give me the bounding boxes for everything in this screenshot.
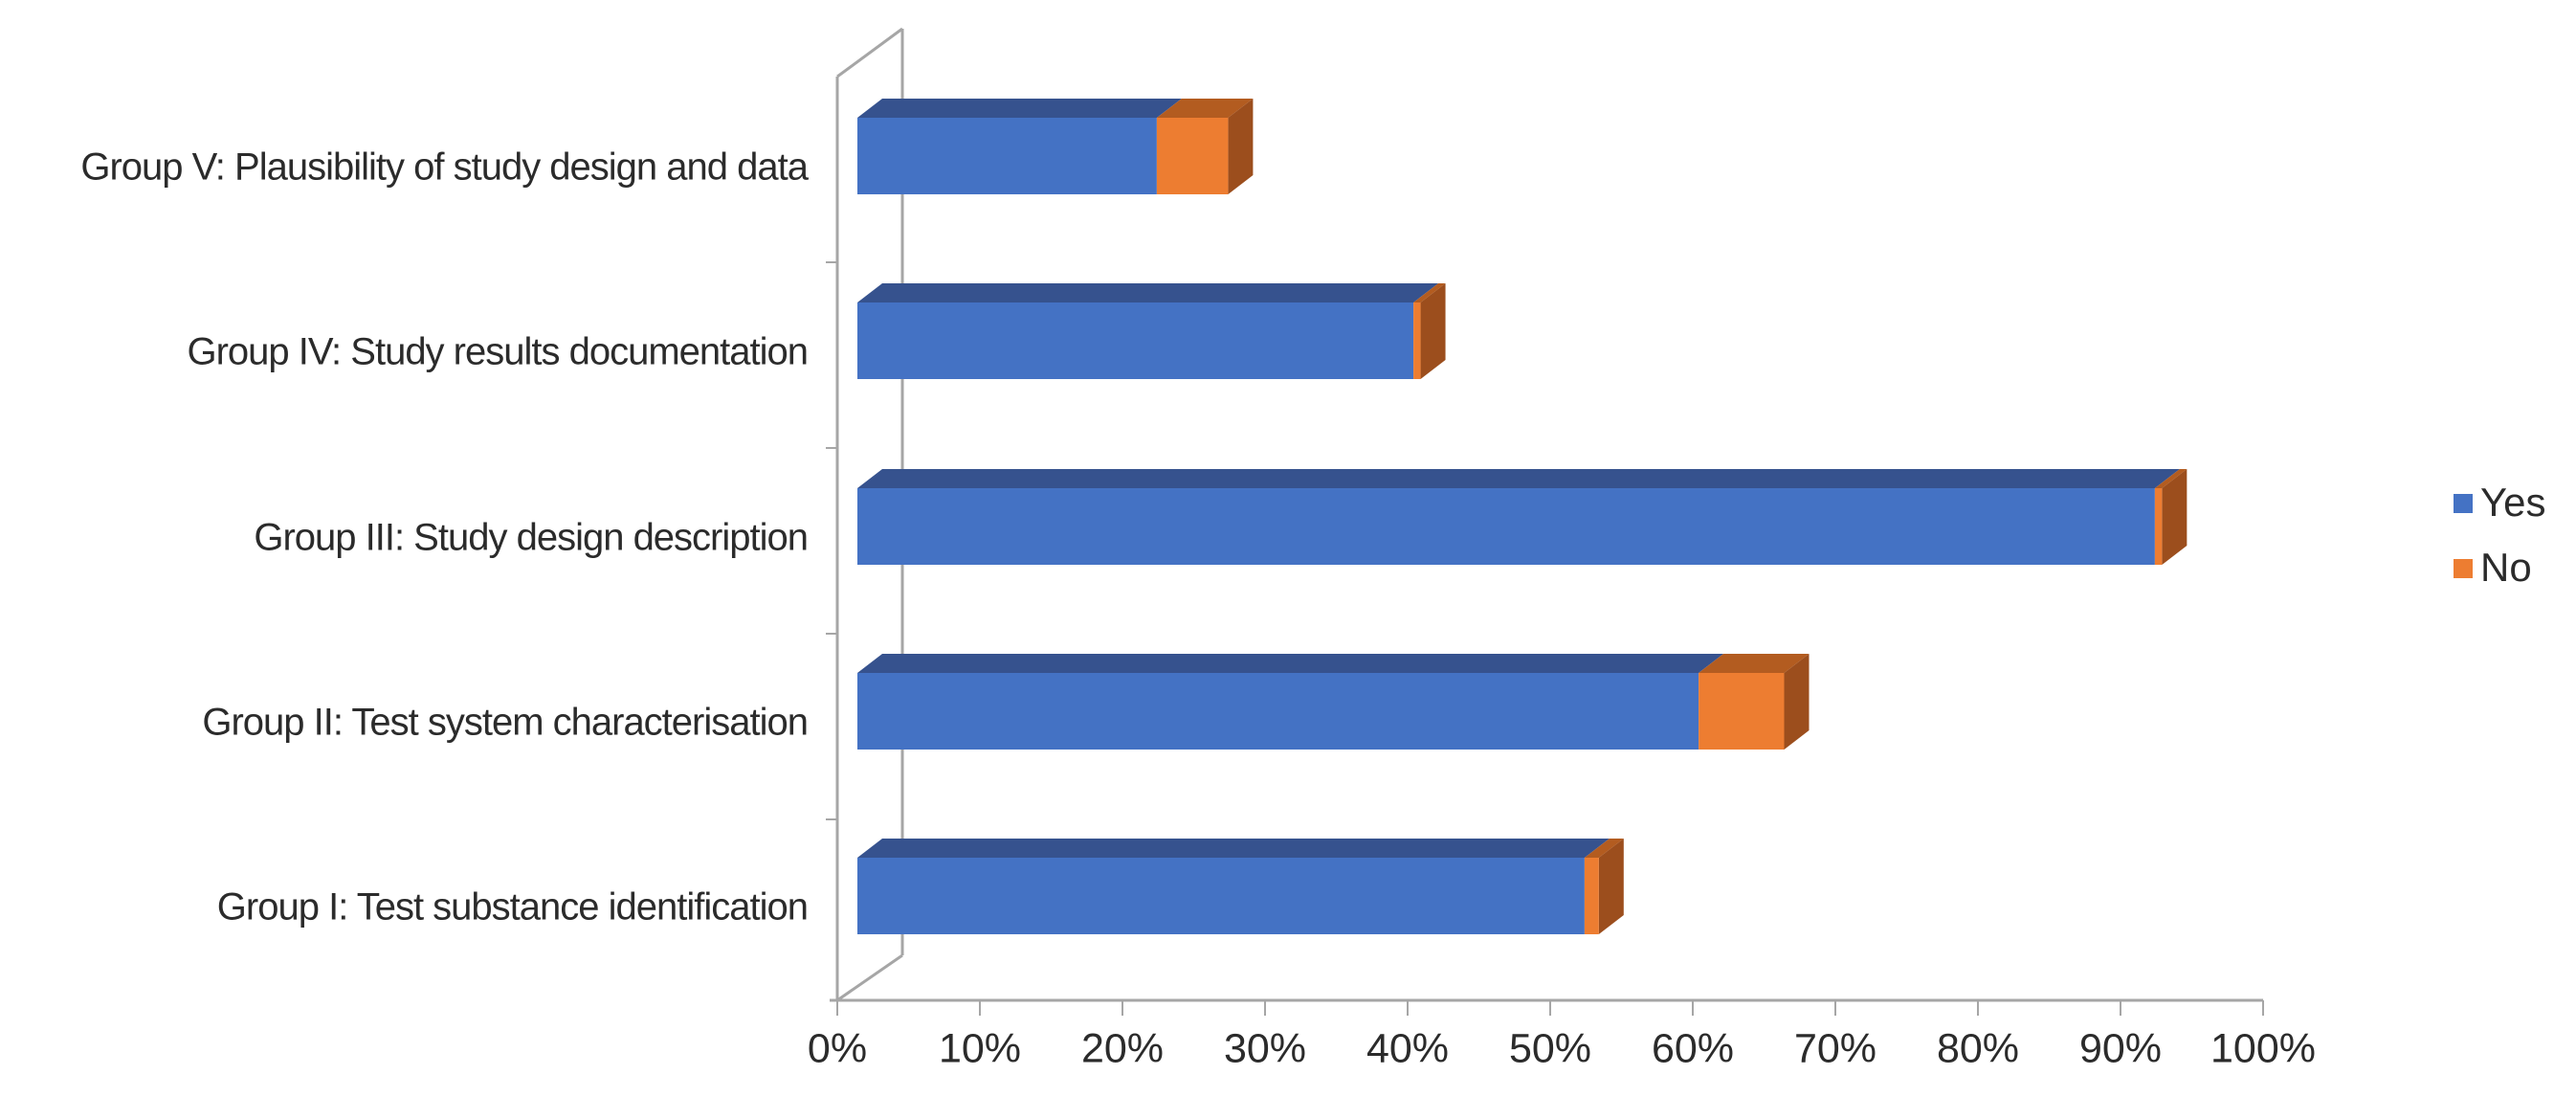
bar-top-no bbox=[1584, 839, 1624, 858]
x-tick-label: 70% bbox=[1794, 1025, 1876, 1071]
bar-top-yes bbox=[857, 654, 1724, 673]
bar-side-no bbox=[1784, 654, 1810, 750]
category-label: Group II: Test system characterisation bbox=[202, 702, 808, 744]
bar-side-no bbox=[1420, 283, 1446, 379]
category-label: Group III: Study design description bbox=[254, 517, 808, 559]
floor-depth-edge bbox=[836, 953, 903, 1002]
x-tick-label: 100% bbox=[2210, 1025, 2316, 1071]
bar-segment-yes bbox=[857, 858, 1585, 934]
bar-segment-yes bbox=[857, 488, 2155, 565]
bar-segment-yes bbox=[857, 673, 1699, 750]
x-tick-label: 10% bbox=[939, 1025, 1021, 1071]
wall-top-edge bbox=[836, 27, 903, 78]
bar-top-yes bbox=[857, 283, 1439, 302]
legend-label-no: No bbox=[2480, 545, 2532, 590]
category-label: Group I: Test substance identification bbox=[217, 886, 808, 929]
legend-swatch-no bbox=[2454, 559, 2473, 578]
legend-label-yes: Yes bbox=[2480, 480, 2546, 525]
bar-top-yes bbox=[857, 469, 2180, 488]
bar-segment-no bbox=[1156, 118, 1229, 194]
bar-top-no bbox=[2154, 469, 2187, 488]
bar-top-no bbox=[1413, 283, 1446, 302]
bar-top-no bbox=[1156, 99, 1254, 118]
x-tick-label: 90% bbox=[2079, 1025, 2162, 1071]
x-tick-label: 40% bbox=[1366, 1025, 1449, 1071]
category-label: Group V: Plausibility of study design an… bbox=[80, 146, 809, 189]
x-tick-label: 20% bbox=[1081, 1025, 1164, 1071]
bar-segment-yes bbox=[857, 302, 1414, 379]
x-tick-label: 30% bbox=[1224, 1025, 1306, 1071]
bar-segment-yes bbox=[857, 118, 1157, 194]
legend-swatch-yes bbox=[2454, 494, 2473, 513]
bar-top-no bbox=[1699, 654, 1810, 673]
x-tick-label: 50% bbox=[1509, 1025, 1591, 1071]
x-tick-label: 80% bbox=[1937, 1025, 2019, 1071]
bar-segment-no bbox=[2154, 488, 2163, 565]
bar-segment-no bbox=[1584, 858, 1599, 934]
bar-side-no bbox=[1598, 839, 1624, 934]
bar-segment-no bbox=[1699, 673, 1785, 750]
bar-top-yes bbox=[857, 99, 1182, 118]
bar-segment-no bbox=[1413, 302, 1421, 379]
bar-top-yes bbox=[857, 839, 1610, 858]
x-tick-label: 0% bbox=[808, 1025, 867, 1071]
bar-side-no bbox=[2162, 469, 2187, 565]
x-tick-label: 60% bbox=[1652, 1025, 1734, 1071]
category-label: Group IV: Study results documentation bbox=[187, 331, 808, 373]
bar-side-no bbox=[1228, 99, 1254, 194]
